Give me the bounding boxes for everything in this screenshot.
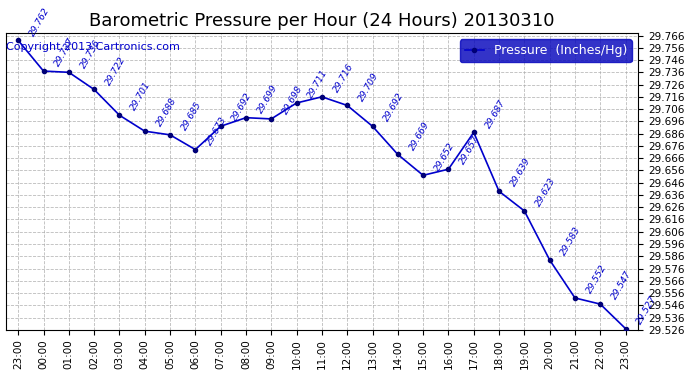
Text: 29.709: 29.709 bbox=[357, 71, 380, 103]
Pressure  (Inches/Hg) bbox=[394, 152, 402, 157]
Text: Copyright 2013 Cartronics.com: Copyright 2013 Cartronics.com bbox=[6, 42, 180, 52]
Text: 29.547: 29.547 bbox=[610, 269, 633, 302]
Text: 29.692: 29.692 bbox=[382, 92, 406, 123]
Pressure  (Inches/Hg) bbox=[217, 124, 225, 129]
Text: 29.711: 29.711 bbox=[306, 68, 330, 100]
Text: 29.699: 29.699 bbox=[256, 83, 279, 115]
Pressure  (Inches/Hg) bbox=[495, 189, 503, 194]
Text: 29.552: 29.552 bbox=[584, 263, 609, 295]
Text: 29.685: 29.685 bbox=[180, 100, 204, 132]
Pressure  (Inches/Hg) bbox=[444, 167, 453, 171]
Text: 29.737: 29.737 bbox=[53, 36, 77, 68]
Pressure  (Inches/Hg) bbox=[166, 133, 174, 137]
Pressure  (Inches/Hg) bbox=[343, 103, 351, 108]
Pressure  (Inches/Hg) bbox=[267, 117, 275, 121]
Text: 29.639: 29.639 bbox=[509, 157, 533, 189]
Title: Barometric Pressure per Hour (24 Hours) 20130310: Barometric Pressure per Hour (24 Hours) … bbox=[89, 12, 555, 30]
Legend: Pressure  (Inches/Hg): Pressure (Inches/Hg) bbox=[460, 39, 632, 62]
Text: 29.698: 29.698 bbox=[281, 84, 304, 116]
Text: 29.687: 29.687 bbox=[484, 98, 507, 130]
Text: 29.652: 29.652 bbox=[433, 141, 457, 172]
Pressure  (Inches/Hg) bbox=[293, 101, 301, 105]
Pressure  (Inches/Hg) bbox=[622, 326, 630, 331]
Text: 29.657: 29.657 bbox=[458, 135, 482, 166]
Pressure  (Inches/Hg) bbox=[520, 209, 529, 213]
Pressure  (Inches/Hg) bbox=[191, 147, 199, 152]
Text: 29.701: 29.701 bbox=[129, 81, 152, 112]
Text: 29.623: 29.623 bbox=[534, 176, 558, 208]
Pressure  (Inches/Hg) bbox=[596, 302, 604, 306]
Text: 29.716: 29.716 bbox=[332, 62, 355, 94]
Text: 29.583: 29.583 bbox=[560, 225, 583, 257]
Pressure  (Inches/Hg) bbox=[546, 258, 554, 262]
Pressure  (Inches/Hg) bbox=[571, 296, 579, 300]
Pressure  (Inches/Hg) bbox=[470, 130, 478, 135]
Pressure  (Inches/Hg) bbox=[39, 69, 48, 74]
Text: 29.669: 29.669 bbox=[408, 120, 431, 152]
Text: 29.527: 29.527 bbox=[635, 294, 659, 326]
Pressure  (Inches/Hg) bbox=[14, 38, 22, 43]
Text: 29.722: 29.722 bbox=[104, 55, 128, 87]
Pressure  (Inches/Hg) bbox=[419, 173, 427, 178]
Text: 29.692: 29.692 bbox=[230, 92, 254, 123]
Text: 29.762: 29.762 bbox=[28, 6, 52, 38]
Line: Pressure  (Inches/Hg): Pressure (Inches/Hg) bbox=[16, 38, 628, 331]
Text: 29.673: 29.673 bbox=[205, 115, 228, 147]
Pressure  (Inches/Hg) bbox=[241, 116, 250, 120]
Pressure  (Inches/Hg) bbox=[65, 70, 73, 75]
Pressure  (Inches/Hg) bbox=[141, 129, 149, 134]
Text: 29.736: 29.736 bbox=[79, 38, 102, 69]
Pressure  (Inches/Hg) bbox=[318, 94, 326, 99]
Pressure  (Inches/Hg) bbox=[368, 124, 377, 129]
Pressure  (Inches/Hg) bbox=[90, 87, 98, 92]
Pressure  (Inches/Hg) bbox=[115, 113, 124, 117]
Text: 29.688: 29.688 bbox=[155, 96, 178, 128]
